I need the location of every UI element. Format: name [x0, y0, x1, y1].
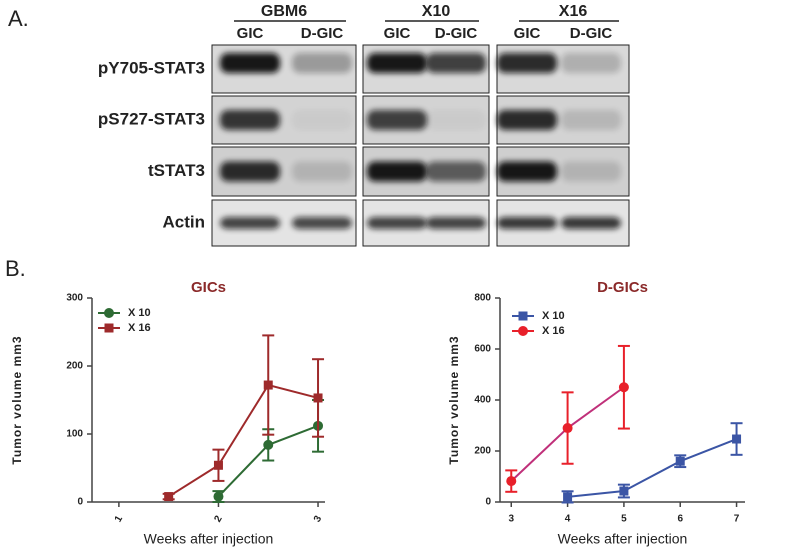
blot-band: [497, 53, 557, 73]
chart-title: GICs: [191, 279, 226, 296]
marker: [732, 434, 742, 444]
legend-label: X 10: [542, 310, 565, 322]
legend-marker: [104, 323, 114, 333]
marker: [213, 460, 223, 470]
chart-title: D-GICs: [597, 279, 648, 296]
lane-label: D-GIC: [301, 25, 344, 42]
blot-band: [220, 161, 280, 182]
y-tick-label: 200: [66, 361, 83, 372]
lane-label: D-GIC: [435, 25, 478, 42]
x-tick-label: 2: [212, 514, 225, 525]
x-tick-label: 3: [508, 514, 514, 525]
blot-band: [292, 161, 352, 182]
y-tick-label: 300: [66, 293, 83, 304]
blot-band: [497, 161, 557, 182]
legend-marker: [518, 311, 528, 321]
legend-marker: [104, 308, 114, 318]
x-tick-label: 3: [312, 514, 325, 525]
blot-band: [561, 53, 621, 73]
blot-band: [220, 53, 280, 73]
marker: [506, 476, 517, 487]
group-label: X16: [559, 3, 588, 20]
lane-label: GIC: [237, 25, 264, 42]
blot-band: [426, 161, 486, 182]
marker: [563, 492, 573, 502]
marker: [618, 382, 629, 393]
blot-band: [292, 110, 352, 130]
lane-label: GIC: [384, 25, 411, 42]
blot-band: [292, 53, 352, 73]
group-label: X10: [422, 3, 451, 20]
row-label: pS727-STAT3: [98, 109, 205, 128]
x-axis-label: Weeks after injection: [558, 531, 688, 547]
y-tick-label: 800: [474, 293, 491, 304]
group-label: GBM6: [261, 3, 307, 20]
blot-band: [367, 53, 427, 73]
legend-label: X 16: [128, 322, 151, 334]
series-line: [567, 438, 737, 498]
marker: [263, 380, 273, 390]
lane-label: D-GIC: [570, 25, 613, 42]
y-tick-label: 0: [77, 497, 83, 508]
x-tick-label: 4: [565, 514, 571, 525]
marker: [213, 491, 224, 502]
y-tick-label: 600: [474, 344, 491, 355]
y-tick-label: 400: [474, 395, 491, 406]
marker: [263, 439, 274, 450]
blot-band: [561, 110, 621, 130]
series-line: [168, 383, 319, 498]
row-label: pY705-STAT3: [98, 58, 205, 77]
x-tick-label: 6: [677, 514, 683, 525]
y-tick-label: 200: [474, 446, 491, 457]
blot-band: [220, 217, 280, 229]
marker: [164, 492, 174, 502]
marker: [619, 486, 629, 496]
blot-band: [367, 110, 427, 130]
blot-band: [426, 217, 486, 229]
blot-band: [497, 110, 557, 130]
marker: [562, 423, 573, 434]
blot-band: [367, 217, 427, 229]
lane-label: GIC: [514, 25, 541, 42]
legend-label: X 10: [128, 307, 151, 319]
legend-marker: [518, 326, 528, 336]
blot-band: [426, 53, 486, 73]
marker: [313, 393, 323, 403]
panel-label: B.: [5, 256, 26, 281]
blot-band: [426, 110, 486, 130]
blot-band: [292, 217, 352, 229]
y-tick-label: 100: [66, 429, 83, 440]
row-label: Actin: [163, 212, 206, 231]
x-tick-label: 7: [734, 514, 740, 525]
blot-band: [561, 161, 621, 182]
blot-band: [367, 161, 427, 182]
y-axis-label: Tumor volume mm3: [447, 335, 461, 464]
panel-label: A.: [8, 6, 29, 31]
blot-band: [497, 217, 557, 229]
legend-label: X 16: [542, 325, 565, 337]
x-axis-label: Weeks after injection: [144, 531, 274, 547]
marker: [675, 456, 685, 466]
y-tick-label: 0: [485, 497, 491, 508]
row-label: tSTAT3: [148, 161, 205, 180]
x-tick-label: 1: [113, 514, 126, 525]
x-tick-label: 5: [621, 514, 627, 525]
blot-band: [220, 110, 280, 130]
blot-band: [561, 217, 621, 229]
y-axis-label: Tumor volume mm3: [10, 335, 24, 464]
